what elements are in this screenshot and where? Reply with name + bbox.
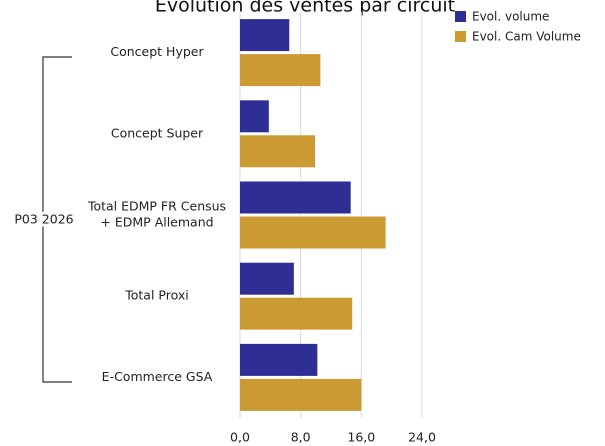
category-label: Concept Hyper — [110, 44, 204, 59]
bar-evol-volume — [240, 19, 290, 52]
legend-label-evol-volume: Evol. volume — [472, 10, 549, 24]
bar-evol-volume — [240, 100, 269, 133]
category-label: E-Commerce GSA — [102, 369, 213, 384]
bar-evol-cam-volume — [240, 297, 353, 330]
bar-evol-volume — [240, 262, 294, 295]
category-labels: Concept Hyper Concept Super Total EDMP FR … — [87, 44, 226, 384]
bar-evol-cam-volume — [240, 54, 321, 87]
bars — [240, 19, 386, 411]
bar-evol-cam-volume — [240, 216, 386, 249]
group-label: P03 2026 — [14, 212, 73, 227]
chart-title: Évolution des ventes par circuit — [155, 0, 455, 17]
x-tick-label: 0,0 — [230, 430, 250, 445]
legend-swatch-evol-volume — [455, 11, 466, 22]
x-tick-label: 8,0 — [291, 430, 311, 445]
category-label: Concept Super — [111, 125, 204, 140]
legend-label-evol-cam-volume: Evol. Cam Volume — [472, 30, 581, 44]
x-tick-label: 16,0 — [347, 430, 375, 445]
x-tick-label: 24,0 — [408, 430, 436, 445]
bar-evol-cam-volume — [240, 135, 316, 168]
group-bracket — [42, 56, 72, 383]
bar-evol-volume — [240, 181, 351, 214]
category-label: Total EDMP FR Census + EDMP Allemand — [87, 199, 226, 230]
bar-evol-volume — [240, 343, 318, 376]
legend-swatch-evol-cam-volume — [455, 31, 466, 42]
category-label: Total Proxi — [124, 288, 188, 303]
x-axis-ticks: 0,0 8,0 16,0 24,0 — [230, 430, 436, 445]
legend: Evol. volume Evol. Cam Volume — [455, 10, 581, 44]
bar-evol-cam-volume — [240, 378, 362, 411]
